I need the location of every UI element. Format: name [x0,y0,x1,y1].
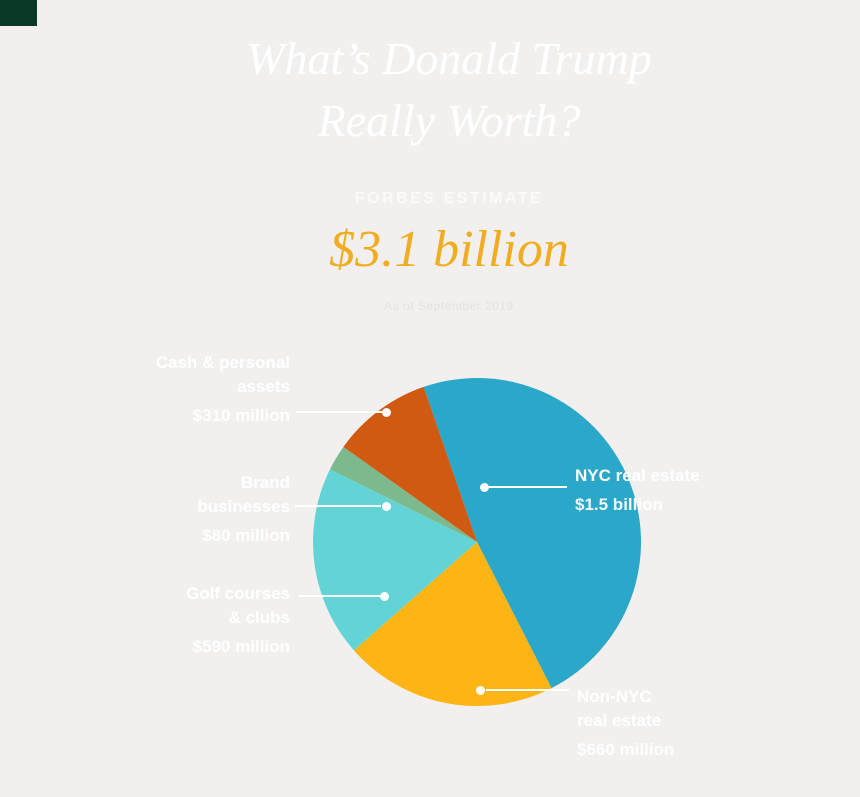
slice-value-cash-personal-assets: $310 million [192,406,290,425]
callout-cash-personal-assets: Cash & personal assets $310 million [156,351,290,428]
slice-value-non-nyc-real-estate: $660 million [577,740,675,759]
leader-line-brand-businesses [295,505,381,507]
leader-dot-cash-personal-assets [382,408,391,417]
callout-nyc-real-estate: NYC real estate $1.5 billion [575,464,700,517]
pie-slice-non-nyc-real-estate [353,542,552,706]
slice-value-nyc-real-estate: $1.5 billion [575,495,663,514]
pie-slice-golf-courses-clubs [313,469,477,651]
leader-line-golf-courses-clubs [299,595,380,597]
slice-label-nyc-real-estate: NYC real estate [575,466,700,485]
slice-label-cash-personal-assets: Cash & personal assets [155,353,290,396]
slice-value-brand-businesses: $80 million [202,526,290,545]
leader-line-nyc-real-estate [489,486,567,488]
leader-dot-nyc-real-estate [480,483,489,492]
pie-chart [313,377,642,706]
net-worth-amount: $3.1 billion [329,221,569,278]
callout-golf-courses-clubs: Golf courses & clubs $590 million [186,582,290,659]
callout-non-nyc-real-estate: Non-NYC real estate $660 million [577,685,674,762]
leader-dot-golf-courses-clubs [380,592,389,601]
slice-label-brand-businesses: Brand businesses [197,473,290,516]
leader-dot-non-nyc-real-estate [476,686,485,695]
slice-value-golf-courses-clubs: $590 million [192,637,290,656]
page-title: What’s Donald Trump Really Worth? [246,33,652,146]
corner-mark [0,0,37,26]
slice-label-non-nyc-real-estate: Non-NYC real estate [577,687,662,730]
pie-svg [313,377,642,706]
leader-line-non-nyc-real-estate [486,689,569,691]
callout-brand-businesses: Brand businesses $80 million [197,471,290,548]
slice-label-golf-courses-clubs: Golf courses & clubs [186,584,290,627]
pie-slice-brand-businesses [329,446,477,542]
forbes-estimate-label: FORBES ESTIMATE [354,190,544,207]
leader-line-cash-personal-assets [296,411,382,413]
as-of-date: As of September 2019 [384,299,514,313]
pie-slice-nyc-real-estate [423,377,642,689]
leader-dot-brand-businesses [382,502,391,511]
pie-slice-cash-personal-assets [343,386,477,542]
